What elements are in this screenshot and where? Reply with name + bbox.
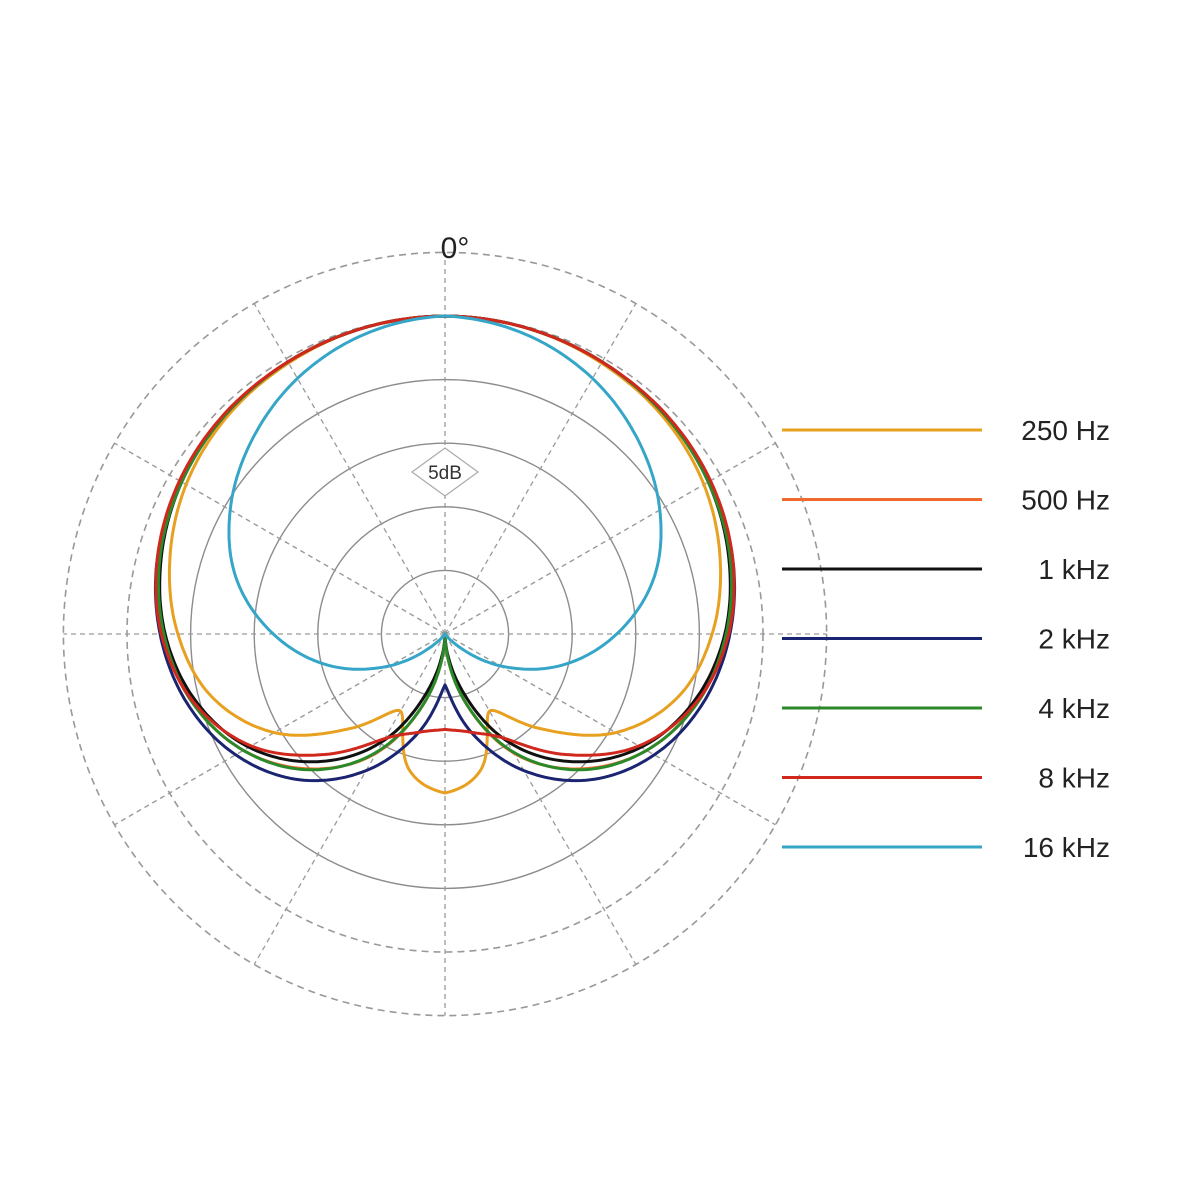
series-curve-6 (227, 314, 663, 671)
scale-badge-diamond (410, 447, 480, 497)
legend-label-1: 500 Hz (1021, 485, 1110, 516)
polar-curves (153, 314, 737, 795)
grid-spoke (444, 442, 776, 635)
legend-label-2: 1 kHz (1038, 554, 1110, 585)
legend-label-5: 8 kHz (1038, 763, 1110, 794)
grid-spoke (114, 442, 446, 635)
grid-spoke (253, 303, 446, 635)
legend-label-3: 2 kHz (1038, 624, 1110, 655)
legend: 250 Hz 500 Hz 1 kHz 2 kHz 4 kHz 8 kHz 16 kHz (782, 415, 1110, 863)
grid-spoke (114, 633, 446, 826)
legend-label-0: 250 Hz (1021, 415, 1110, 446)
grid-spoke (253, 633, 446, 965)
grid-spoke (444, 633, 637, 965)
legend-label-6: 16 kHz (1023, 832, 1110, 863)
angle-label-0: 0° (441, 232, 470, 265)
scale-badge: 5dB (410, 447, 480, 497)
series-curve-2 (158, 314, 732, 764)
scale-label: 5dB (428, 463, 462, 484)
grid-spoke (444, 633, 776, 826)
polar-grid (62, 251, 828, 1017)
grid-spoke (444, 303, 637, 635)
legend-label-4: 4 kHz (1038, 693, 1110, 724)
